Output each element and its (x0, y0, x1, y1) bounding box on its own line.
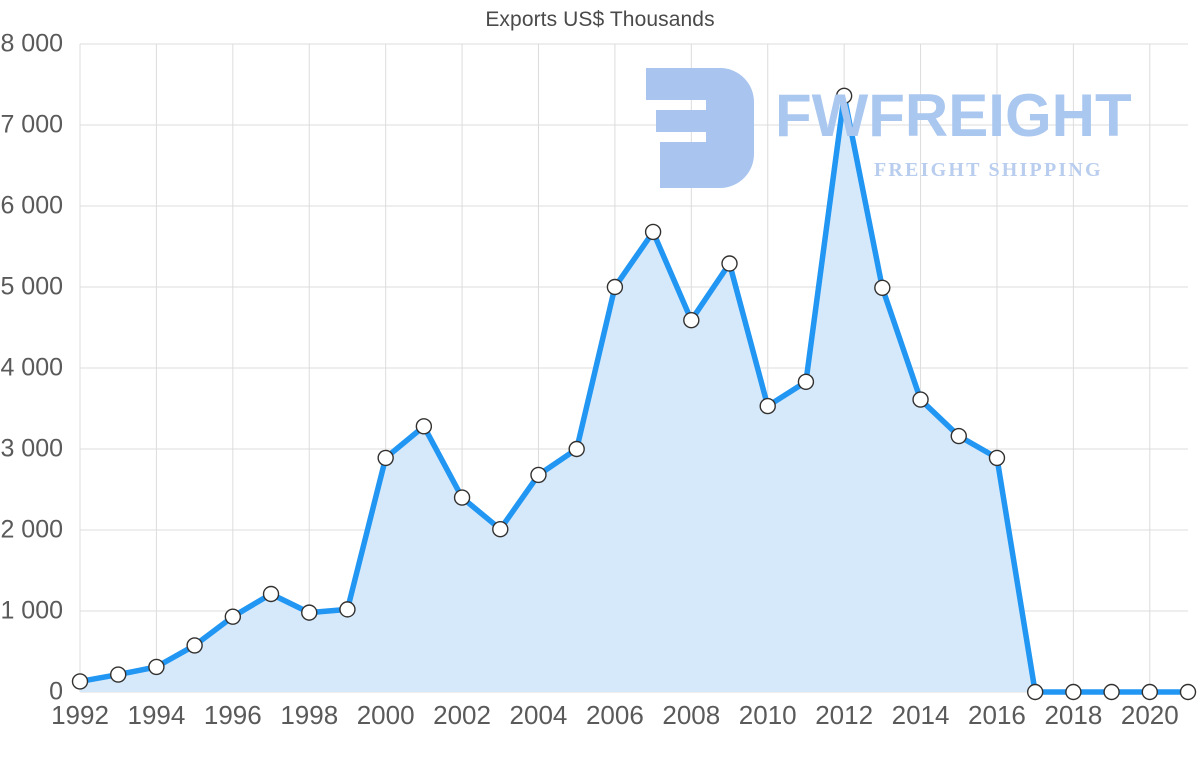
data-point-marker[interactable]: 1992: 130 (71, 673, 89, 690)
data-point-marker[interactable]: 1997: 1210 (262, 585, 280, 603)
data-point-marker[interactable]: 2007: 5680 (644, 223, 662, 241)
data-point-marker[interactable]: 1996: 930 (224, 608, 242, 625)
data-point-marker[interactable]: 2000: 2890 (377, 449, 394, 467)
data-point-marker[interactable]: 2018: 0 (1065, 683, 1082, 701)
chart-title: Exports US$ Thousands (485, 8, 715, 31)
data-point-marker[interactable]: 2016: 2890 (988, 449, 1006, 467)
data-point-marker[interactable]: 1993: 215 (110, 666, 127, 683)
y-axis-tick-label: 2 000 (0, 515, 63, 544)
x-axis-tick-label: 2006 (585, 700, 644, 730)
data-point-marker[interactable]: 1998: 980 (301, 604, 318, 621)
x-axis-tick-label: 1994 (127, 700, 186, 730)
x-axis-tick-label: 2020 (1120, 700, 1179, 730)
series-markers[interactable]: 1992: 130 1993: 215 1994: 310 1995: 575 1996… (71, 87, 1197, 701)
x-axis-tick-label: 2012 (815, 700, 874, 730)
data-point-marker[interactable]: 2001: 3280 (415, 418, 433, 435)
data-point-marker[interactable]: 2014: 3610 (912, 391, 929, 408)
data-point-marker[interactable]: 2008: 4590 (683, 312, 700, 329)
x-axis-tick-label: 2016 (968, 700, 1026, 730)
y-axis-tick-label: 0 (49, 677, 63, 706)
y-axis-tick-label: 1 000 (0, 596, 63, 625)
x-axis-tick-label: 2002 (433, 700, 491, 730)
data-point-marker[interactable]: 2004: 2680 (530, 466, 547, 484)
x-axis-tick-label: 2018 (1044, 700, 1103, 730)
data-point-marker[interactable]: 2013: 4990 (874, 279, 891, 297)
data-point-marker[interactable]: 1995: 575 (186, 637, 203, 654)
data-point-marker[interactable]: 2011: 3830 (797, 373, 815, 390)
data-point-marker[interactable]: 2009: 5290 (721, 255, 738, 272)
y-axis-tick-label: 5 000 (0, 272, 63, 301)
x-axis-tick-label: 2004 (509, 700, 568, 730)
data-point-marker[interactable]: 2021: 0 (1179, 683, 1197, 701)
x-axis-tick-label: 2010 (738, 700, 797, 730)
x-axis-tick-label: 2008 (662, 700, 721, 730)
x-axis-tick-label: 2014 (891, 700, 950, 730)
y-axis-tick-label: 4 000 (0, 353, 63, 382)
data-point-marker[interactable]: 2012: 7360 (835, 87, 853, 105)
y-axis-tick-label: 3 000 (0, 434, 63, 463)
data-point-marker[interactable]: 2020: 0 (1141, 683, 1158, 701)
data-point-marker[interactable]: 1994: 310 (148, 658, 165, 676)
x-axis-tick-label: 1998 (280, 700, 339, 730)
data-point-marker[interactable]: 2015: 3160 (950, 427, 967, 445)
data-point-marker[interactable]: 2010: 3530 (759, 397, 776, 415)
x-axis-tick-label: 2000 (356, 700, 415, 730)
data-point-marker[interactable]: 2002: 2400 (453, 489, 471, 506)
y-axis-tick-label: 7 000 (0, 110, 63, 139)
x-axis-tick-label: 1992 (51, 700, 109, 730)
y-axis-tick-label: 6 000 (0, 191, 63, 220)
y-axis-tick-label: 8 000 (0, 29, 63, 58)
x-axis-tick-label: 1996 (203, 700, 262, 730)
data-point-marker[interactable]: 2017: 0 (1026, 683, 1044, 701)
data-point-marker[interactable]: 2019: 0 (1103, 683, 1120, 701)
area-fill (80, 95, 1188, 693)
data-point-marker[interactable]: 2003: 2010 (492, 520, 509, 538)
